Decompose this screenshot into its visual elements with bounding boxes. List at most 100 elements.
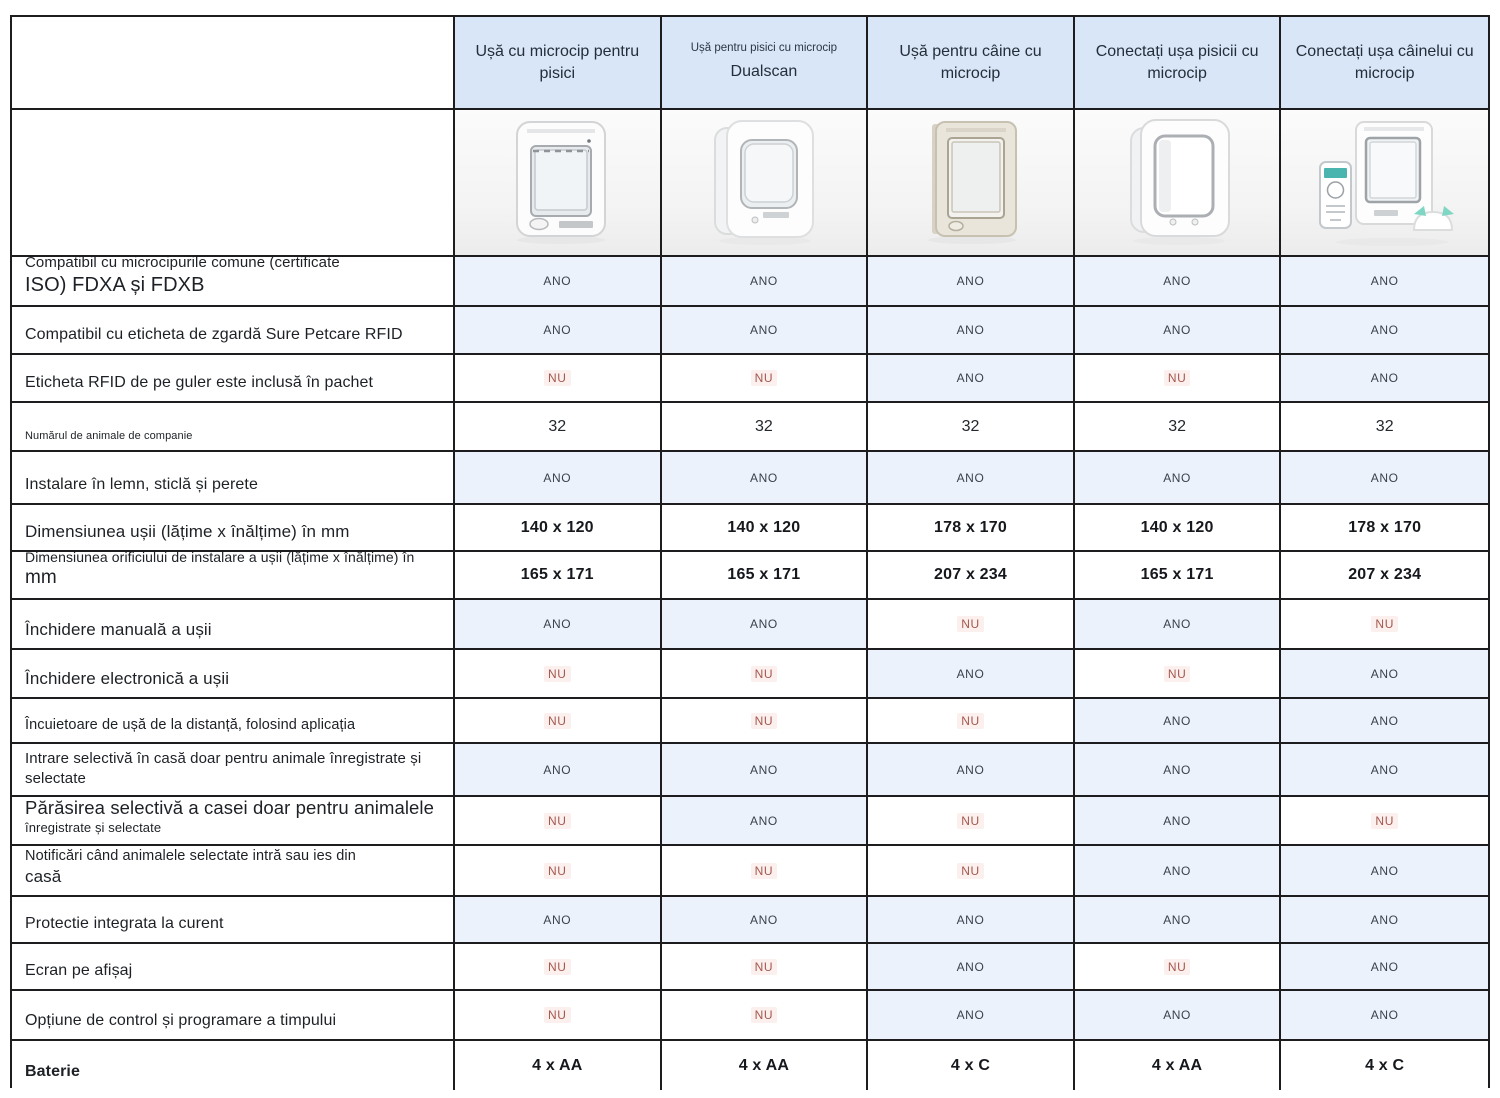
value-inchidere-electronica-product-4: NU	[1074, 650, 1282, 699]
value-baterie-product-4: 4 x AA	[1074, 1041, 1282, 1090]
value-notificari-intrare-iesire-product-5: ANO	[1281, 846, 1488, 897]
value-text: NU	[957, 862, 984, 879]
value-text: 178 x 170	[1348, 518, 1422, 536]
value-notificari-intrare-iesire-product-3: NU	[868, 846, 1075, 897]
value-text: ANO	[1163, 912, 1191, 927]
value-text: 207 x 234	[1348, 566, 1422, 583]
value-text: ANO	[956, 274, 985, 288]
value-text: ANO	[749, 762, 778, 777]
feature-label-line: Ecran pe afișaj	[25, 962, 133, 980]
value-text: ANO	[543, 762, 572, 777]
value-dimensiune-usa-product-1: 140 x 120	[455, 505, 662, 552]
value-text: NU	[1371, 812, 1398, 829]
value-numar-animale-product-4: 32	[1074, 403, 1282, 452]
value-dimensiune-usa-product-4: 140 x 120	[1074, 505, 1282, 552]
value-text: NU	[1371, 616, 1398, 632]
value-parasire-selectiva-product-1: NU	[455, 797, 662, 846]
value-text: ANO	[1163, 274, 1191, 288]
value-text: 32	[754, 417, 773, 435]
value-inchidere-manuala-product-5: NU	[1281, 600, 1488, 650]
feature-label-line: Dimensiunea orificiului de instalare a u…	[25, 552, 415, 566]
product-header-4: Conectați ușa pisicii cu microcip	[1074, 17, 1282, 110]
value-numar-animale-product-3: 32	[868, 403, 1075, 452]
value-incuietoare-distanta-aplicatie-product-1: NU	[455, 699, 662, 744]
value-text: NU	[544, 862, 571, 879]
value-dimensiune-usa-product-2: 140 x 120	[661, 505, 869, 552]
value-inchidere-electronica-product-5: ANO	[1281, 650, 1488, 699]
feature-label-inchidere-manuala: Închidere manuală a ușii	[12, 600, 455, 650]
value-protectie-curent-product-3: ANO	[868, 897, 1075, 944]
value-intrare-selectiva-product-5: ANO	[1281, 744, 1488, 797]
value-incuietoare-distanta-aplicatie-product-2: NU	[661, 699, 869, 744]
feature-label-line: Opțiune de control și programare a timpu…	[25, 1012, 337, 1030]
feature-label-baterie: Baterie	[12, 1041, 455, 1090]
value-dimensiune-orificiu-product-3: 207 x 234	[868, 552, 1075, 600]
value-text: NU	[957, 712, 984, 729]
product-header-5: Conectați ușa câinelui cu microcip	[1281, 17, 1488, 110]
feature-label-line: Intrare selectivă în casă doar pentru an…	[25, 750, 422, 767]
value-intrare-selectiva-product-1: ANO	[455, 744, 662, 797]
feature-label-ecran-afisaj: Ecran pe afișaj	[12, 944, 455, 991]
product-header-label: Dualscan	[730, 63, 798, 81]
feature-label-line: Închidere manuală a ușii	[25, 619, 212, 639]
value-text: NU	[750, 370, 778, 386]
product-image-cell-4	[1074, 110, 1282, 257]
product-header-label: Conectați ușa câinelui cu microcip	[1295, 42, 1474, 82]
value-incuietoare-distanta-aplicatie-product-5: ANO	[1281, 699, 1488, 744]
value-text: NU	[544, 958, 571, 975]
value-text: ANO	[1370, 371, 1399, 385]
value-parasire-selectiva-product-2: ANO	[661, 797, 869, 846]
value-text: 178 x 170	[934, 518, 1007, 536]
value-notificari-intrare-iesire-product-2: NU	[661, 846, 869, 897]
value-ecran-afisaj-product-1: NU	[455, 944, 662, 991]
value-text: 4 x C	[950, 1056, 991, 1074]
value-text: ANO	[543, 912, 572, 927]
feature-label-line: mm	[25, 567, 57, 589]
value-text: ANO	[749, 617, 778, 631]
value-text: ANO	[956, 959, 985, 974]
value-control-programare-timp-product-1: NU	[455, 991, 662, 1041]
value-numar-animale-product-1: 32	[455, 403, 662, 452]
feature-label-line: Încuietoare de ușă de la distanță, folos…	[25, 717, 356, 734]
product-header-2: Ușă pentru pisici cu microcip Dualscan	[661, 17, 869, 110]
feature-label-intrare-selectiva: Intrare selectivă în casă doar pentru an…	[12, 744, 455, 797]
feature-label-line: casă	[25, 866, 62, 886]
comparison-table: Ușă cu microcip pentru pisici Ușă pentru …	[10, 15, 1490, 1090]
feature-label-parasire-selectiva: Părăsirea selectivă a casei doar pentru …	[12, 797, 455, 846]
feature-label-notificari-intrare-iesire: Notificări când animalele selectate intr…	[12, 846, 455, 897]
cat-flap-image	[515, 120, 606, 244]
value-text: ANO	[956, 323, 985, 337]
value-text: 4 x AA	[738, 1056, 790, 1074]
value-text: 140 x 120	[727, 518, 801, 536]
value-baterie-product-1: 4 x AA	[455, 1041, 662, 1090]
feature-label-instalare-lemn-sticla-perete: Instalare în lemn, sticlă și perete	[12, 452, 455, 505]
feature-label-line: ISO) FDXA și FDXB	[25, 274, 205, 296]
value-compatibil-eticheta-rfid-product-3: ANO	[868, 307, 1075, 355]
feature-label-incuietoare-distanta-aplicatie: Încuietoare de ușă de la distanță, folos…	[12, 699, 455, 744]
value-text: ANO	[956, 470, 985, 485]
value-text: NU	[1163, 370, 1191, 386]
value-text: ANO	[956, 762, 985, 777]
value-inchidere-electronica-product-1: NU	[455, 650, 662, 699]
connect-cat-flap-image	[1129, 118, 1230, 245]
value-control-programare-timp-product-2: NU	[661, 991, 869, 1041]
value-dimensiune-orificiu-product-1: 165 x 171	[455, 552, 662, 600]
feature-label-line: Notificări când animalele selectate intr…	[25, 848, 356, 865]
value-text: ANO	[543, 617, 572, 631]
feature-label-line: înregistrate și selectate	[25, 820, 162, 836]
value-protectie-curent-product-2: ANO	[661, 897, 869, 944]
value-incuietoare-distanta-aplicatie-product-4: ANO	[1074, 699, 1282, 744]
product-header-small-label: Ușă pentru pisici cu microcip	[690, 42, 838, 55]
value-compatibil-microcipuri-product-2: ANO	[661, 257, 869, 307]
value-text: NU	[544, 812, 571, 829]
value-text: 165 x 171	[727, 566, 801, 583]
value-baterie-product-2: 4 x AA	[661, 1041, 869, 1090]
feature-label-line: Numărul de animale de companie	[25, 429, 193, 442]
product-header-3: Ușă pentru câine cu microcip	[868, 17, 1075, 110]
value-inchidere-electronica-product-2: NU	[661, 650, 869, 699]
value-notificari-intrare-iesire-product-4: ANO	[1074, 846, 1282, 897]
feature-label-line: Instalare în lemn, sticlă și perete	[25, 476, 258, 494]
product-image-cell-5	[1281, 110, 1488, 257]
value-text: NU	[957, 616, 984, 632]
value-compatibil-eticheta-rfid-product-1: ANO	[455, 307, 662, 355]
